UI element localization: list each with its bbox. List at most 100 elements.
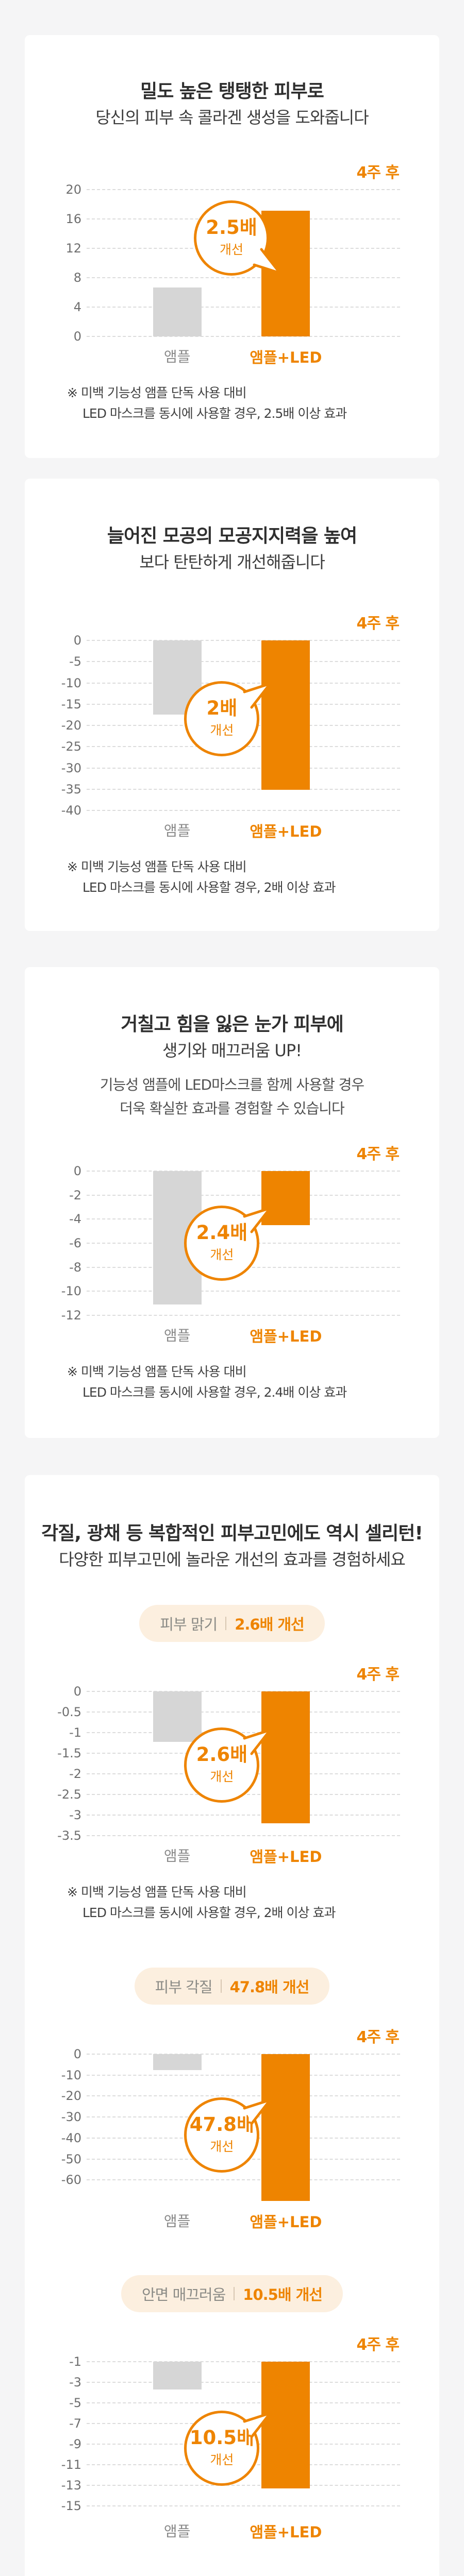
y-axis-tick: 0 — [73, 1684, 81, 1699]
y-axis-tick: -40 — [61, 803, 81, 818]
chart-pore: 4주 후 0 -5 -10 -15 -20 -25 -30 -35 -40 앰플 앰플+LED 2배 개… — [57, 611, 407, 898]
section-complex: 각질, 광채 등 복합적인 피부고민에도 역시 셀리턴! 다양한 피부고민에 놀… — [25, 1475, 439, 2576]
bubble-tail — [243, 1207, 272, 1233]
category-label: 앰플 — [163, 1327, 191, 1344]
pill-value: 47.8배 개선 — [229, 1978, 310, 1996]
block-smoothness: 안면 매끄러움 10.5배 개선 4주 후 -1 -3 -5 -7 -9 -11 -13 -1… — [25, 2275, 439, 2544]
pill-value: 10.5배 개선 — [243, 2286, 323, 2303]
y-axis-tick: -13 — [61, 2478, 81, 2493]
footnote-line-2: LED 마스크를 동시에 사용할 경우, 2.5배 이상 효과 — [82, 406, 347, 421]
pill-label: 피부 각질 — [155, 1978, 213, 1996]
bubble-value: 2.5배 — [206, 216, 257, 239]
pill-divider — [220, 1979, 222, 1993]
gridline — [87, 1171, 400, 1172]
pill-divider — [225, 1617, 227, 1630]
gridline — [87, 810, 400, 811]
bubble-caption: 개선 — [210, 1247, 234, 1262]
category-label: 앰플 — [163, 348, 191, 365]
section-title-bold: 늘어진 모공의 모공지지력을 높여 — [107, 526, 357, 547]
gridline — [87, 277, 400, 278]
y-axis-tick: -1.5 — [57, 1746, 81, 1760]
y-axis-tick: 4 — [73, 300, 81, 314]
bar-ample — [153, 1691, 202, 1742]
category-row-spacer — [57, 2201, 407, 2234]
y-axis-tick: -5 — [69, 2396, 81, 2410]
bar-ample-led — [261, 2362, 310, 2488]
subtitle-line-1: 기능성 앰플에 LED마스크를 함께 사용할 경우 — [100, 1076, 364, 1093]
week-label: 4주 후 — [356, 615, 400, 633]
y-axis-tick: -8 — [69, 1260, 81, 1275]
section-header: 각질, 광채 등 복합적인 피부고민에도 역시 셀리턴! 다양한 피부고민에 놀… — [25, 1520, 439, 1572]
category-label: 앰플+LED — [250, 1328, 322, 1345]
gridline — [87, 2054, 400, 2055]
gridline — [87, 1291, 400, 1292]
y-axis-tick: -2 — [69, 1188, 81, 1202]
gridline — [87, 189, 400, 190]
gridline — [87, 682, 400, 684]
y-axis-tick: -7 — [69, 2416, 81, 2431]
gridline — [87, 2505, 400, 2506]
y-axis-tick: -2 — [69, 1767, 81, 1781]
bubble-value: 10.5배 — [189, 2427, 255, 2449]
category-row-spacer — [57, 1315, 407, 1348]
footnote-line-2: LED 마스크를 동시에 사용할 경우, 2.4배 이상 효과 — [82, 1385, 347, 1400]
category-row-spacer — [57, 1836, 407, 1869]
gridline — [87, 2382, 400, 2383]
bar-chart-collagen: 20 16 12 8 4 0 앰플 앰플+LED 2.5배 개선 — [57, 182, 407, 366]
bubble-tail — [243, 1728, 272, 1755]
chart-footnote: ※ 미백 기능성 앰플 단독 사용 대비 LED 마스크를 동시에 사용할 경우… — [67, 383, 407, 424]
section-pore: 늘어진 모공의 모공지지력을 높여 보다 탄탄하게 개선해줍니다 4주 후 0 -… — [25, 479, 439, 931]
category-label: 앰플+LED — [250, 2523, 322, 2541]
bar-ample-led — [261, 640, 310, 790]
metric-pill-skin-clarity: 피부 맑기 2.6배 개선 — [139, 1605, 325, 1642]
category-label: 앰플+LED — [250, 2213, 322, 2231]
bar-ample-led — [261, 1691, 310, 1823]
section-title: 다양한 피부고민에 놀라운 개선의 효과를 경험하세요 — [59, 1550, 406, 1569]
improvement-bubble: 2.4배 개선 — [184, 1206, 272, 1281]
y-axis-tick: -20 — [61, 718, 81, 733]
category-label: 앰플 — [163, 2523, 191, 2540]
improvement-bubble: 10.5배 개선 — [184, 2411, 272, 2486]
y-axis-tick: -10 — [61, 1284, 81, 1299]
bubble-tail — [243, 682, 272, 709]
section-eye: 거칠고 힘을 잃은 눈가 피부에 생기와 매끄러움 UP! 기능성 앰플에 LE… — [25, 967, 439, 1438]
bubble-tail — [243, 2412, 272, 2438]
footnote-line-1: ※ 미백 기능성 앰플 단독 사용 대비 — [67, 859, 247, 874]
y-axis-tick: 12 — [65, 241, 81, 256]
y-axis-tick: -6 — [69, 1236, 81, 1250]
footnote-line-2: LED 마스크를 동시에 사용할 경우, 2배 이상 효과 — [82, 880, 336, 895]
y-axis-tick: -11 — [61, 2458, 81, 2472]
y-axis-tick: -10 — [61, 675, 81, 690]
section-header: 늘어진 모공의 모공지지력을 높여 보다 탄탄하게 개선해줍니다 — [25, 523, 439, 574]
bubble-value: 47.8배 — [189, 2113, 255, 2136]
bar-chart-eye: 0 -2 -4 -6 -8 -10 -12 앰플 앰플+LED 2.4배 개선 — [57, 1164, 407, 1345]
subtitle-line-2: 더욱 확실한 효과를 경험할 수 있습니다 — [120, 1100, 345, 1117]
category-label: 앰플+LED — [250, 349, 322, 366]
gridline — [87, 1732, 400, 1733]
y-axis-tick: -30 — [61, 2110, 81, 2125]
metric-pill-dead-skin: 피부 각질 47.8배 개선 — [134, 1968, 330, 2005]
week-label: 4주 후 — [356, 1666, 400, 1684]
bubble-caption: 개선 — [210, 2139, 234, 2154]
week-label: 4주 후 — [356, 164, 400, 182]
y-axis-tick: 0 — [73, 2047, 81, 2061]
bar-ample — [153, 287, 202, 336]
gridline — [87, 2179, 400, 2181]
y-axis-tick: 0 — [73, 329, 81, 344]
chart-footnote: ※ 미백 기능성 앰플 단독 사용 대비 LED 마스크를 동시에 사용할 경우… — [67, 1362, 407, 1403]
y-axis-tick: -10 — [61, 2067, 81, 2082]
y-axis-tick: -1 — [69, 2354, 81, 2369]
block-dead-skin: 피부 각질 47.8배 개선 4주 후 0 -10 -20 -30 -40 -50 -60 앰… — [25, 1968, 439, 2234]
gridline — [87, 1815, 400, 1816]
section-title-bold: 밀도 높은 탱탱한 피부로 — [140, 81, 324, 102]
gridline — [87, 767, 400, 769]
gridline — [87, 336, 400, 337]
metric-pill-smoothness: 안면 매끄러움 10.5배 개선 — [121, 2275, 343, 2312]
pill-label: 피부 맑기 — [160, 1616, 218, 1633]
footnote-line-1: ※ 미백 기능성 앰플 단독 사용 대비 — [67, 385, 247, 400]
section-title: 생기와 매끄러움 UP! — [162, 1041, 302, 1060]
chart-collagen: 4주 후 20 16 12 8 4 0 앰플 앰플+LED 2.5배 개선 ※ 미백 기능성 앰플… — [57, 160, 407, 424]
category-label: 앰플+LED — [250, 823, 322, 840]
gridline — [87, 2485, 400, 2486]
chart-skin-clarity: 4주 후 0 -0.5 -1 -1.5 -2 -2.5 -3 -3.5 앰플 앰플+LED 2.6배… — [57, 1662, 407, 1923]
